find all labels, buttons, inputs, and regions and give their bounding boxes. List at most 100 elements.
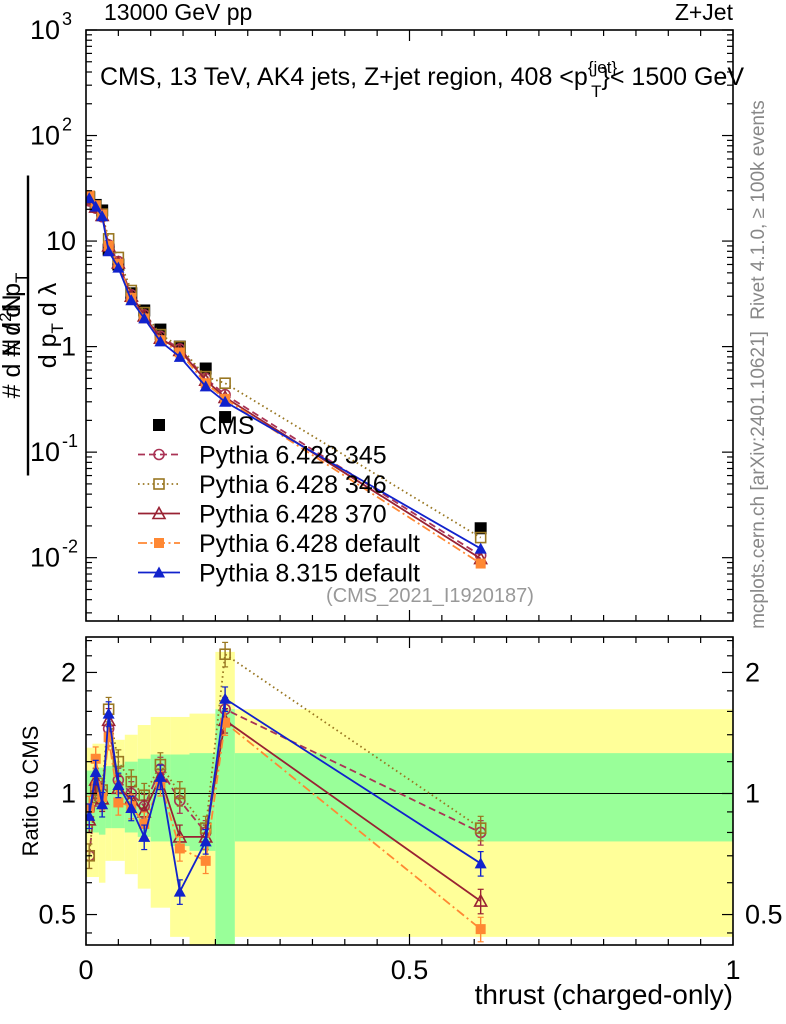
- marker-triangle-filled: [154, 770, 167, 782]
- marker-triangle-filled: [173, 350, 186, 362]
- svg-text:10: 10: [30, 15, 60, 45]
- marker-triangle-filled: [219, 692, 232, 704]
- y-tick-label: 10 2: [30, 115, 72, 151]
- legend-item-pythia-6-428-default[interactable]: Pythia 6.428 default: [138, 530, 420, 558]
- clip-left: [0, 0, 86, 1024]
- ratio-axis-label: Ratio to CMS: [18, 726, 43, 857]
- header-left: 13000 GeV pp: [104, 0, 252, 25]
- x-tick-label: 1: [725, 955, 740, 985]
- x-tick-label: 0: [78, 955, 93, 985]
- marker-square-filled: [474, 522, 487, 535]
- legend-item-pythia-6-428-346[interactable]: Pythia 6.428 346: [138, 471, 387, 499]
- marker-triangle-filled: [199, 835, 212, 847]
- legend-label: Pythia 6.428 default: [199, 530, 420, 558]
- marker-square-open: [112, 755, 125, 768]
- marker-square-filled: [103, 732, 114, 743]
- ratio-y-tick-label-right: 2: [745, 657, 760, 687]
- ratio-panel-series: [81, 641, 733, 943]
- svg-text:-2: -2: [62, 537, 78, 557]
- svg-text:CMS, 13 TeV, AK4 jets, Z+jet r: CMS, 13 TeV, AK4 jets, Z+jet region, 408…: [100, 58, 744, 101]
- ratio-y-tick-label-right: 1: [745, 778, 760, 808]
- marker-square-filled: [200, 855, 211, 866]
- legend-label: Pythia 6.428 370: [199, 501, 387, 529]
- legend-label: CMS: [199, 412, 255, 440]
- marker-triangle-filled: [474, 857, 487, 869]
- svg-text:3: 3: [62, 9, 72, 29]
- marker-square-open: [174, 787, 186, 800]
- svg-text:10: 10: [30, 543, 60, 573]
- marker-triangle-filled: [102, 707, 115, 719]
- watermark: (CMS_2021_I1920187): [326, 585, 534, 607]
- y-axis-label: # d2N d pT d λ: [0, 175, 67, 476]
- band-inner: [105, 766, 112, 829]
- legend-item-pythia-6-428-370[interactable]: Pythia 6.428 370: [138, 501, 387, 529]
- y-tick-label: 10: [46, 226, 76, 256]
- marker-square-filled: [113, 797, 124, 808]
- ratio-series-pythia-8-315-default: [83, 686, 487, 905]
- marker-square-open: [219, 377, 231, 390]
- clip-gap: [0, 622, 786, 637]
- marker-square-filled: [174, 843, 185, 854]
- legend-item-cms[interactable]: CMS: [153, 412, 255, 440]
- svg-text:2: 2: [62, 115, 72, 135]
- marker-triangle-open: [151, 505, 167, 520]
- marker-triangle-filled: [219, 395, 232, 407]
- band-inner: [150, 754, 171, 842]
- x-axis-label: thrust (charged-only): [475, 979, 733, 1010]
- marker-square-filled: [219, 411, 232, 424]
- ratio-line: [88, 720, 482, 930]
- marker-triangle-filled: [112, 261, 125, 273]
- svg-text:10: 10: [30, 437, 60, 467]
- marker-square-filled: [220, 717, 231, 728]
- marker-square-filled: [475, 924, 486, 935]
- ratio-y-tick-label-right: 0.5: [745, 900, 783, 930]
- page-title: CMS, 13 TeV, AK4 jets, Z+jet region, 408…: [100, 58, 744, 101]
- ratio-y-tick-label: 1: [61, 778, 76, 808]
- ratio-line: [88, 652, 482, 856]
- marker-triangle-filled: [96, 210, 109, 222]
- marker-triangle-filled: [125, 294, 138, 306]
- y-tick-label: 10 3: [30, 9, 72, 45]
- marker-square-filled: [154, 538, 164, 548]
- marker-triangle-filled: [125, 802, 138, 814]
- marker-triangle-filled: [138, 830, 151, 842]
- legend-item-pythia-6-428-345[interactable]: Pythia 6.428 345: [138, 442, 387, 470]
- header-right: Z+Jet: [675, 0, 734, 25]
- marker-triangle-filled: [474, 542, 487, 554]
- y-label-denominator: d pT d λ: [34, 282, 67, 368]
- y-tick-label: 1: [61, 332, 76, 362]
- svg-text:-1: -1: [62, 431, 78, 451]
- y-label-den1: # d N / d pT: [0, 273, 31, 399]
- marker-triangle-filled: [96, 798, 109, 810]
- marker-square-open: [153, 478, 165, 490]
- legend-item-pythia-8-315-default[interactable]: Pythia 8.315 default: [138, 560, 420, 588]
- side-text-rivet: Rivet 4.1.0, ≥ 100k events: [748, 100, 769, 320]
- marker-triangle-filled: [199, 380, 212, 392]
- svg-text:10: 10: [30, 121, 60, 151]
- y-label-numerator: # d2N: [0, 294, 26, 356]
- marker-triangle-open: [473, 893, 489, 907]
- y-tick-label: 10 -2: [30, 537, 78, 573]
- ratio-y-tick-label: 2: [61, 657, 76, 687]
- x-tick-label: 0.5: [391, 955, 429, 985]
- legend-label: Pythia 8.315 default: [199, 560, 420, 588]
- ratio-y-tick-label: 0.5: [38, 900, 76, 930]
- marker-triangle-filled: [89, 200, 102, 212]
- series-pythia-8-315-default: [83, 192, 487, 554]
- y-axis-label-prefactor: 1# d N / d pT: [0, 273, 31, 399]
- marker-triangle-filled: [102, 245, 115, 257]
- marker-triangle-filled: [112, 778, 125, 790]
- marker-square-open: [219, 648, 231, 661]
- band-inner: [215, 709, 235, 945]
- legend-label: Pythia 6.428 346: [199, 471, 387, 499]
- marker-square-open: [474, 822, 487, 834]
- main-panel-series: [81, 190, 489, 569]
- marker-square-filled: [153, 419, 165, 431]
- marker-triangle-filled: [89, 766, 102, 778]
- y-tick-label: 10 -1: [30, 431, 78, 467]
- legend-label: Pythia 6.428 345: [199, 442, 387, 470]
